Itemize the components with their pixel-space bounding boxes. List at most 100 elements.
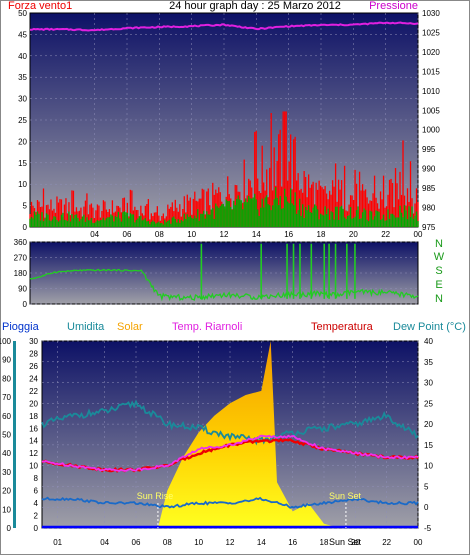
- wind-tick-label: 10: [18, 180, 27, 189]
- humidity-tick-label: 26: [29, 362, 38, 371]
- sun-set-label: Sun Set: [329, 491, 362, 501]
- wind-tick-label: 15: [18, 159, 27, 168]
- pressure-axis-ticks: 975 980 985 990 995 1000 1005 1010 1015 1020 1025 1…: [422, 9, 440, 232]
- humidity-tick-label: 20: [29, 399, 38, 408]
- pressure-tick-label: 990: [422, 165, 436, 174]
- humidity-tick-label: 0: [34, 524, 39, 533]
- sun-rise-label: Sun Rise: [137, 491, 174, 501]
- humidity-tick-label: 10: [29, 462, 38, 471]
- pressure-tick-label: 1000: [422, 126, 440, 135]
- humidity-tick-label: 6: [34, 487, 39, 496]
- climate-x-tick-label: 12: [226, 538, 235, 547]
- humidity-header: Umidita: [67, 321, 105, 333]
- dew-point-line: [41, 496, 419, 509]
- rain-tick-label: 40: [2, 449, 11, 458]
- rain-axis-ticks: 0 10 20 30 40 50 60 70 80 90 100: [0, 337, 12, 533]
- rain-tick-label: 60: [2, 412, 11, 421]
- climate-x-tick-label: 14: [257, 538, 266, 547]
- compass-label: N: [435, 238, 443, 250]
- pressure-tick-label: 1020: [422, 48, 440, 57]
- climate-x-tick-label: 20: [351, 538, 360, 547]
- direction-axis-ticks: 0 90 180 270 360: [14, 238, 28, 309]
- climate-x-axis-ticks: 01 04 06 08 10 12 14 16 18 20 22 00: [53, 538, 423, 547]
- dew-point-header: Dew Point (°C): [393, 321, 466, 333]
- wind-x-tick-label: 14: [252, 230, 261, 239]
- wind-tick-label: 0: [23, 223, 28, 232]
- wind-x-axis-ticks: 04 06 08 10 12 14 16 18 20 22 00: [90, 230, 423, 239]
- wind-x-tick-label: 18: [317, 230, 326, 239]
- wind-x-tick-label: 06: [123, 230, 132, 239]
- temp-riarnoli-header: Temp. Riarnoli: [172, 321, 242, 333]
- pressure-line: [30, 21, 419, 32]
- climate-x-tick-label: 04: [100, 538, 109, 547]
- wind-x-tick-label: 04: [90, 230, 99, 239]
- rain-tick-label: 50: [2, 431, 11, 440]
- rain-tick-label: 80: [2, 374, 11, 383]
- wind-tick-label: 40: [18, 52, 27, 61]
- graph-title: 24 hour graph day : 25 Marzo 2012: [169, 0, 341, 12]
- pressure-tick-label: 1025: [422, 28, 440, 37]
- wind-tick-label: 5: [23, 202, 28, 211]
- wind-tick-label: 45: [18, 30, 27, 39]
- temperature-header: Temperatura: [311, 321, 374, 333]
- temperature-tick-label: -5: [424, 524, 432, 533]
- wind-x-tick-label: 22: [381, 230, 390, 239]
- wind-tick-label: 25: [18, 116, 27, 125]
- direction-tick-label: 360: [14, 238, 28, 247]
- temperature-tick-label: 30: [424, 379, 433, 388]
- humidity-line: [41, 399, 419, 446]
- temp-riarnoli-line: [41, 434, 419, 472]
- climate-x-tick-label: 10: [194, 538, 203, 547]
- pressure-tick-label: 975: [422, 223, 436, 232]
- wind-x-tick-label: 10: [187, 230, 196, 239]
- pressure-tick-label: 985: [422, 184, 436, 193]
- direction-tick-label: 270: [14, 254, 28, 263]
- wind-tick-label: 30: [18, 95, 27, 104]
- direction-tick-label: 180: [14, 269, 28, 278]
- humidity-tick-label: 4: [34, 499, 39, 508]
- direction-tick-label: 90: [18, 285, 27, 294]
- wind-axis-ticks: 0 5 10 15 20 25 30 35 40 45 50: [18, 9, 27, 232]
- compass-label: W: [434, 251, 445, 263]
- humidity-tick-label: 30: [29, 337, 38, 346]
- pressure-tick-label: 1010: [422, 87, 440, 96]
- wind-tick-label: 20: [18, 137, 27, 146]
- climate-x-tick-label: 00: [414, 538, 423, 547]
- temperature-tick-label: 20: [424, 420, 433, 429]
- temperature-tick-label: 35: [424, 358, 433, 367]
- pressure-tick-label: 1030: [422, 9, 440, 18]
- humidity-tick-label: 8: [34, 474, 39, 483]
- compass-label: E: [435, 279, 442, 291]
- sun-annotations: Sun Rise Sun Set Sun Set: [137, 491, 362, 547]
- rain-tick-label: 90: [2, 356, 11, 365]
- direction-series: [29, 243, 419, 302]
- rain-tick-label: 30: [2, 468, 11, 477]
- temperature-axis-ticks: -5 0 5 10 15 20 25 30 35 40: [424, 337, 433, 533]
- solar-header: Solar: [117, 321, 143, 333]
- climate-x-tick-label: 18: [320, 538, 329, 547]
- humidity-tick-label: 2: [34, 512, 39, 521]
- wind-x-tick-label: 12: [220, 230, 229, 239]
- temperature-tick-label: 5: [424, 482, 429, 491]
- rain-axis-bar: [13, 341, 16, 528]
- wind-tick-label: 35: [18, 73, 27, 82]
- humidity-tick-label: 22: [29, 387, 38, 396]
- climate-x-tick-label: 22: [382, 538, 391, 547]
- temperature-tick-label: 15: [424, 441, 433, 450]
- rain-tick-label: 20: [2, 487, 11, 496]
- wind-axis-title: Forza vento1: [8, 0, 72, 12]
- temperature-tick-label: 10: [424, 462, 433, 471]
- climate-x-tick-label: 06: [132, 538, 141, 547]
- direction-tick-label: 0: [23, 300, 28, 309]
- climate-series: [41, 341, 419, 529]
- wind-tick-label: 50: [18, 9, 27, 18]
- rain-tick-label: 70: [2, 393, 11, 402]
- wind-x-tick-label: 00: [414, 230, 423, 239]
- wind-x-tick-label: 16: [284, 230, 293, 239]
- wind-pressure-series: [29, 21, 419, 227]
- wind-x-tick-label: 08: [155, 230, 164, 239]
